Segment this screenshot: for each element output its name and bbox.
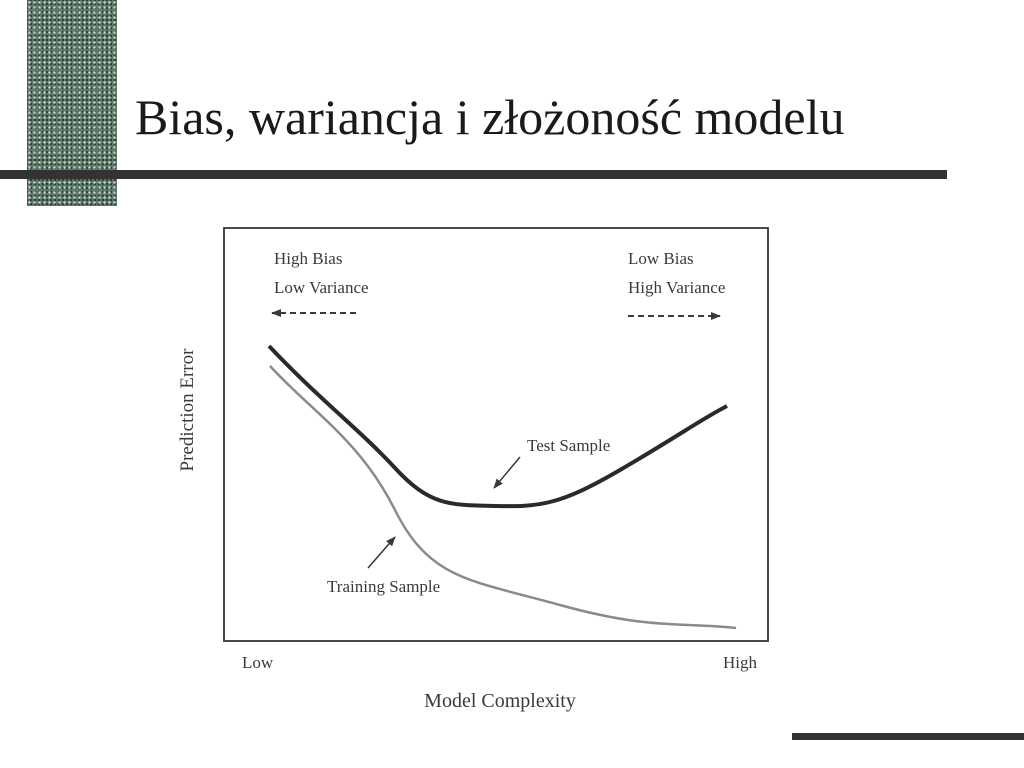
test-sample-label: Test Sample (527, 436, 610, 455)
test-sample-pointer-icon (493, 456, 521, 489)
left-regime-line1: High Bias (274, 249, 342, 268)
title-divider (0, 170, 947, 179)
test-sample-curve (267, 344, 728, 509)
right-regime-line1: Low Bias (628, 249, 694, 268)
x-axis-low-label: Low (242, 653, 274, 672)
right-regime-line2: High Variance (628, 278, 725, 297)
training-sample-pointer-icon (367, 536, 396, 569)
training-sample-label: Training Sample (327, 577, 440, 596)
left-regime-line2: Low Variance (274, 278, 369, 297)
x-axis-high-label: High (723, 653, 758, 672)
slide-title: Bias, wariancja i złożoność modelu (135, 89, 845, 145)
x-axis-label: Model Complexity (424, 690, 576, 712)
plot-frame (223, 227, 769, 642)
y-axis-label: Prediction Error (177, 348, 198, 472)
training-sample-curve (269, 365, 737, 630)
footer-divider (792, 733, 1024, 740)
